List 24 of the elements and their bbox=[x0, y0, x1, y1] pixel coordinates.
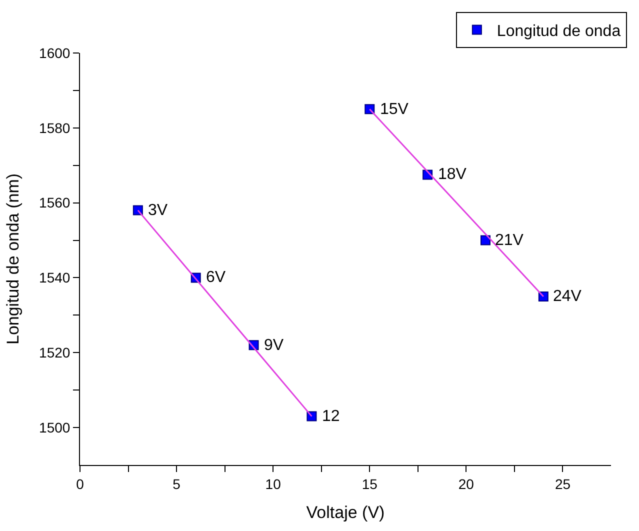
y-tick-label: 1540 bbox=[39, 270, 70, 286]
x-tick-label: 0 bbox=[76, 476, 84, 492]
x-axis-title: Voltaje (V) bbox=[306, 503, 385, 522]
legend-label: Longitud de onda bbox=[496, 22, 621, 40]
x-tick-label: 20 bbox=[458, 476, 474, 492]
x-tick-label: 5 bbox=[172, 476, 181, 492]
annotation: 24V bbox=[553, 288, 582, 305]
annotation: 6V bbox=[206, 269, 226, 286]
annotation: 9V bbox=[264, 337, 284, 354]
y-axis-title: Longitud de onda (nm) bbox=[4, 173, 23, 345]
annotation: 15V bbox=[380, 101, 409, 118]
y-tick-label: 1500 bbox=[39, 419, 70, 436]
annotation: 3V bbox=[148, 202, 168, 219]
y-tick-label: 1560 bbox=[39, 194, 70, 211]
x-tick-label: 10 bbox=[265, 476, 282, 492]
annotation: 12 bbox=[322, 408, 340, 425]
y-tick-label: 1520 bbox=[39, 344, 70, 361]
annotation: 18V bbox=[438, 166, 467, 183]
x-tick-label: 15 bbox=[362, 476, 378, 492]
y-tick-label: 1600 bbox=[39, 44, 70, 61]
y-tick-label: 1580 bbox=[39, 120, 70, 136]
annotation: 21V bbox=[495, 232, 524, 249]
point bbox=[480, 235, 490, 246]
x-tick-label: 25 bbox=[554, 476, 571, 492]
